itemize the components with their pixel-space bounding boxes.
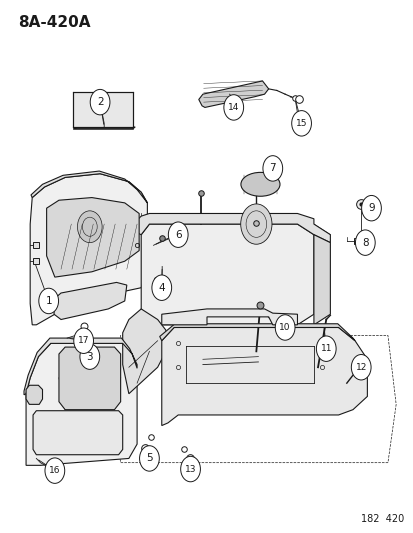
Text: 4: 4 [158,282,165,293]
Circle shape [152,275,171,301]
Polygon shape [24,338,137,395]
Polygon shape [26,343,137,465]
Text: 5: 5 [146,454,152,463]
Text: 17: 17 [78,336,89,345]
Text: 9: 9 [367,203,374,213]
Text: 2: 2 [97,97,103,107]
Polygon shape [161,309,297,325]
Circle shape [262,156,282,181]
Polygon shape [161,327,366,425]
Polygon shape [30,174,147,325]
Circle shape [351,354,370,380]
Ellipse shape [240,172,279,196]
Circle shape [74,328,93,353]
Text: 13: 13 [184,465,196,473]
Circle shape [291,111,311,136]
Text: 16: 16 [49,466,60,475]
Text: 8: 8 [361,238,368,248]
Circle shape [77,211,102,243]
Text: 7: 7 [269,164,275,173]
Text: 8A-420A: 8A-420A [18,14,90,30]
Polygon shape [313,235,330,325]
Circle shape [180,456,200,482]
Polygon shape [198,81,268,108]
Polygon shape [122,309,166,394]
Text: 182  420: 182 420 [360,514,404,523]
Circle shape [316,336,335,361]
Polygon shape [54,282,126,319]
Text: 14: 14 [228,103,239,112]
Text: 1: 1 [45,296,52,306]
Text: 10: 10 [279,323,290,332]
Circle shape [168,222,188,247]
Polygon shape [159,324,354,341]
Text: 15: 15 [295,119,306,128]
Polygon shape [73,92,133,127]
Text: 11: 11 [320,344,331,353]
Polygon shape [141,224,313,325]
Circle shape [240,204,271,244]
Text: 12: 12 [355,363,366,372]
Polygon shape [59,347,120,410]
Circle shape [45,458,64,483]
Polygon shape [26,385,43,405]
Circle shape [355,230,374,255]
Circle shape [39,288,58,314]
Circle shape [90,90,110,115]
Circle shape [275,315,294,340]
Polygon shape [133,214,330,243]
Text: 3: 3 [86,352,93,361]
Circle shape [80,344,100,369]
Text: 6: 6 [174,230,181,240]
Polygon shape [33,411,122,455]
Circle shape [223,95,243,120]
Polygon shape [73,127,135,128]
Circle shape [361,196,380,221]
Polygon shape [31,171,147,203]
Polygon shape [47,198,139,277]
Circle shape [139,446,159,471]
